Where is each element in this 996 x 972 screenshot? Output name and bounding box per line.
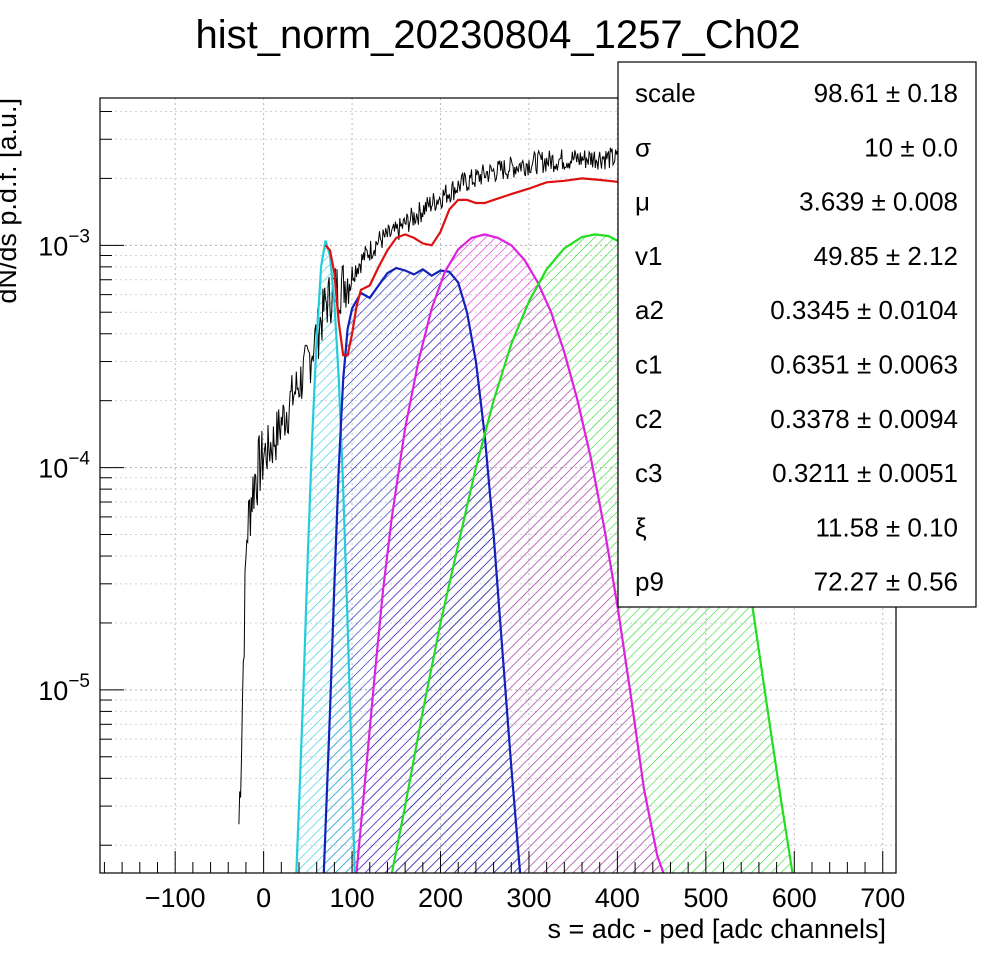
stats-row: v1 49.85 ± 2.12 <box>635 241 958 271</box>
x-tick-label: −100 <box>145 883 206 913</box>
y-tick-label: 10−3 <box>38 226 90 261</box>
stats-box-frame <box>617 61 977 608</box>
series-line-pe1 <box>295 240 356 873</box>
x-tick-label: 700 <box>860 883 905 913</box>
stats-row: p9 72.27 ± 0.56 <box>635 567 958 597</box>
series-line-pe3 <box>355 233 665 873</box>
stats-row-value: 3.639 ± 0.008 <box>799 187 958 217</box>
y-tick-label: 10−5 <box>38 671 90 706</box>
series-fill-pe1 <box>296 240 355 873</box>
stats-row-label: c2 <box>635 404 662 434</box>
stats-row-label: σ <box>635 132 651 162</box>
stats-row-value: 11.58 ± 0.10 <box>816 512 958 542</box>
stats-row-label: μ <box>635 187 650 217</box>
y-tick-label: 10−4 <box>38 449 90 484</box>
stats-row-value: 98.61 ± 0.18 <box>814 78 958 108</box>
stats-row: a2 0.3345 ± 0.0104 <box>635 295 958 325</box>
stats-row: c1 0.6351 ± 0.0063 <box>635 350 958 380</box>
stats-row: σ 10 ± 0.0 <box>635 132 958 162</box>
stats-row-label: v1 <box>635 241 662 271</box>
stats-row-value: 10 ± 0.0 <box>864 132 958 162</box>
stats-row-label: p9 <box>635 567 664 597</box>
y-axis-label: dN/ds p.d.f. [a.u.] <box>0 98 22 304</box>
series-fill-pe2 <box>323 268 521 873</box>
chart-title: hist_norm_20230804_1257_Ch02 <box>196 13 801 57</box>
y-axis-ticks: 10−5 10−4 10−3 <box>38 110 124 846</box>
stats-row: c2 0.3378 ± 0.0094 <box>635 404 958 434</box>
x-tick-label: 300 <box>506 883 551 913</box>
stats-row-label: ξ <box>635 512 647 542</box>
series-line-histogram <box>238 147 627 825</box>
x-tick-label: 600 <box>772 883 817 913</box>
stats-row: c3 0.3211 ± 0.0051 <box>635 458 958 488</box>
x-tick-label: 500 <box>683 883 728 913</box>
x-tick-label: 100 <box>330 883 375 913</box>
stats-row-label: a2 <box>635 295 664 325</box>
stats-row: scale 98.61 ± 0.18 <box>635 78 958 108</box>
stats-row-value: 0.3345 ± 0.0104 <box>770 295 958 325</box>
stats-row-value: 0.3378 ± 0.0094 <box>770 404 958 434</box>
stats-row-value: 49.85 ± 2.12 <box>814 241 958 271</box>
x-axis-ticks: −100 0 100 200 300 400 500 600 700 <box>103 851 905 913</box>
stats-row: ξ 11.58 ± 0.10 <box>635 512 958 542</box>
stats-row-label: scale <box>635 78 696 108</box>
x-tick-label: 200 <box>418 883 463 913</box>
x-tick-label: 0 <box>256 883 271 913</box>
stats-row-label: c3 <box>635 458 662 488</box>
x-axis-label: s = adc - ped [adc channels] <box>548 914 886 944</box>
stats-row-value: 0.3211 ± 0.0051 <box>772 458 958 488</box>
stats-row-value: 0.6351 ± 0.0063 <box>770 350 958 380</box>
stats-box: scale 98.61 ± 0.18 σ 10 ± 0.0 μ 3.639 ± 0.008… <box>617 61 977 608</box>
stats-row: μ 3.639 ± 0.008 <box>635 187 958 217</box>
stats-row-label: c1 <box>635 350 662 380</box>
series-line-pe2 <box>322 266 522 873</box>
x-tick-label: 400 <box>595 883 640 913</box>
stats-row-value: 72.27 ± 0.56 <box>814 567 958 597</box>
